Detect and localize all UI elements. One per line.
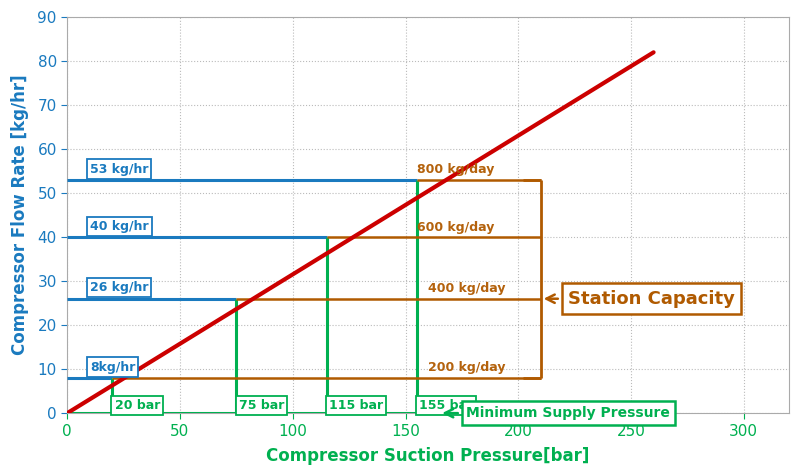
Text: 600 kg/day: 600 kg/day (417, 220, 494, 234)
Y-axis label: Compressor Flow Rate [kg/hr]: Compressor Flow Rate [kg/hr] (11, 75, 29, 356)
Text: 200 kg/day: 200 kg/day (428, 361, 506, 375)
Text: 8kg/hr: 8kg/hr (90, 360, 135, 374)
X-axis label: Compressor Suction Pressure[bar]: Compressor Suction Pressure[bar] (266, 447, 590, 465)
Text: 75 bar: 75 bar (238, 399, 284, 412)
Text: 40 kg/hr: 40 kg/hr (90, 220, 149, 233)
Text: 800 kg/day: 800 kg/day (417, 163, 494, 177)
Text: Minimum Supply Pressure: Minimum Supply Pressure (445, 406, 670, 420)
Text: 400 kg/day: 400 kg/day (428, 282, 506, 295)
Text: 53 kg/hr: 53 kg/hr (90, 162, 148, 176)
Text: 155 bar: 155 bar (419, 399, 473, 412)
Text: 115 bar: 115 bar (329, 399, 383, 412)
Text: 20 bar: 20 bar (114, 399, 160, 412)
Text: 26 kg/hr: 26 kg/hr (90, 281, 148, 294)
Text: Station Capacity: Station Capacity (546, 290, 734, 307)
